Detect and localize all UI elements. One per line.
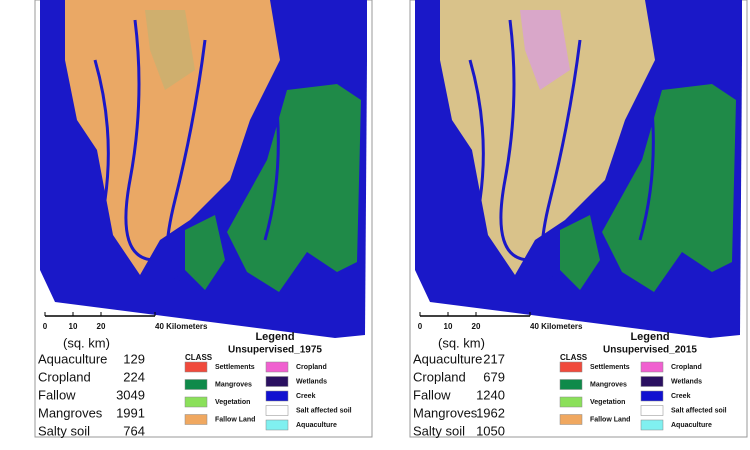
legend-title: Legend	[255, 331, 294, 343]
stat-label: Cropland	[38, 369, 91, 384]
legend-label: Salt affected soil	[296, 407, 352, 414]
land-patch	[145, 10, 195, 90]
stat-value: 679	[483, 369, 505, 384]
stat-value: 1050	[476, 423, 505, 438]
mangroves-2	[185, 215, 225, 290]
creek	[263, 89, 280, 241]
mangroves-2	[560, 215, 600, 290]
scale-unit: (sq. km)	[438, 335, 485, 350]
creek	[124, 19, 156, 262]
creek	[638, 89, 655, 241]
legend-label: Wetlands	[296, 378, 327, 385]
stat-label: Salty soil	[413, 423, 465, 438]
stat-label: Fallow	[413, 387, 451, 402]
legend-label: Aquaculture	[296, 422, 337, 429]
map-panel: 0 10 20 40 Kilometers(sq. km)Aquaculture 129…	[34, 0, 373, 438]
legend-swatch	[265, 376, 289, 387]
stat-label: Mangroves	[38, 405, 103, 420]
stat-label: Aquaculture	[413, 351, 482, 366]
land	[65, 0, 280, 275]
scale-label: 20	[472, 322, 481, 331]
legend-swatch	[559, 414, 583, 425]
creek	[540, 39, 582, 282]
legend-swatch	[640, 361, 664, 373]
legend-label: Mangroves	[215, 381, 252, 388]
legend-label: Vegetation	[215, 399, 250, 406]
legend-label: Aquaculture	[671, 422, 712, 429]
stat-value: 1991	[116, 405, 145, 420]
legend-label: Settlements	[590, 364, 630, 371]
legend-swatch	[184, 414, 208, 425]
creek	[499, 19, 531, 262]
legend-class: CLASS	[185, 353, 213, 362]
legend-label: Vegetation	[590, 399, 625, 406]
creek	[468, 59, 485, 201]
legend-label: Settlements	[215, 364, 255, 371]
stat-value: 129	[123, 351, 145, 366]
scale-unit: (sq. km)	[63, 335, 110, 350]
scale-label: 0	[43, 322, 48, 331]
legend-class: CLASS	[560, 353, 588, 362]
legend-label: Cropland	[296, 364, 327, 371]
mangroves	[602, 84, 736, 292]
legend-swatch	[640, 390, 664, 402]
legend-swatch	[559, 379, 583, 390]
stat-label: Fallow	[38, 387, 76, 402]
legend-subtitle: Unsupervised_2015	[603, 345, 697, 356]
legend-label: Cropland	[671, 364, 702, 371]
legend-title: Legend	[630, 331, 669, 343]
legend-swatch	[640, 376, 664, 387]
stat-label: Cropland	[413, 369, 466, 384]
stat-label: Aquaculture	[38, 351, 107, 366]
stat-value: 1240	[476, 387, 505, 402]
scale-label: 40 Kilometers	[155, 322, 208, 331]
stat-label: Salty soil	[38, 423, 90, 438]
mangroves	[227, 84, 361, 292]
legend-label: Fallow Land	[590, 416, 630, 423]
legend-swatch	[265, 419, 289, 431]
scale-label: 20	[97, 322, 106, 331]
stat-value: 764	[123, 423, 145, 438]
legend-label: Creek	[671, 393, 691, 400]
legend-swatch	[184, 396, 208, 408]
scale-label: 40 Kilometers	[530, 322, 583, 331]
legend-swatch	[265, 405, 289, 416]
creek	[165, 39, 207, 282]
legend-label: Salt affected soil	[671, 407, 727, 414]
legend-label: Wetlands	[671, 378, 702, 385]
map-panel: 0 10 20 40 Kilometers(sq. km)Aquaculture 217…	[409, 0, 748, 438]
legend-swatch	[559, 361, 583, 373]
legend-swatch	[184, 379, 208, 390]
scale-label: 10	[444, 322, 453, 331]
legend-swatch	[265, 390, 289, 402]
legend-label: Mangroves	[590, 381, 627, 388]
stat-value: 224	[123, 369, 145, 384]
stat-value: 217	[483, 351, 505, 366]
legend-swatch	[184, 361, 208, 373]
legend-label: Fallow Land	[215, 416, 255, 423]
stat-label: Mangroves	[413, 405, 478, 420]
land-patch	[520, 10, 570, 90]
scale-label: 0	[418, 322, 423, 331]
legend-label: Creek	[296, 393, 316, 400]
legend-swatch	[559, 396, 583, 408]
stat-value: 3049	[116, 387, 145, 402]
creek	[93, 59, 110, 201]
legend-swatch	[640, 405, 664, 416]
legend-swatch	[265, 361, 289, 373]
land	[440, 0, 655, 275]
legend-subtitle: Unsupervised_1975	[228, 345, 322, 356]
scale-label: 10	[69, 322, 78, 331]
stat-value: 1962	[476, 405, 505, 420]
legend-swatch	[640, 419, 664, 431]
